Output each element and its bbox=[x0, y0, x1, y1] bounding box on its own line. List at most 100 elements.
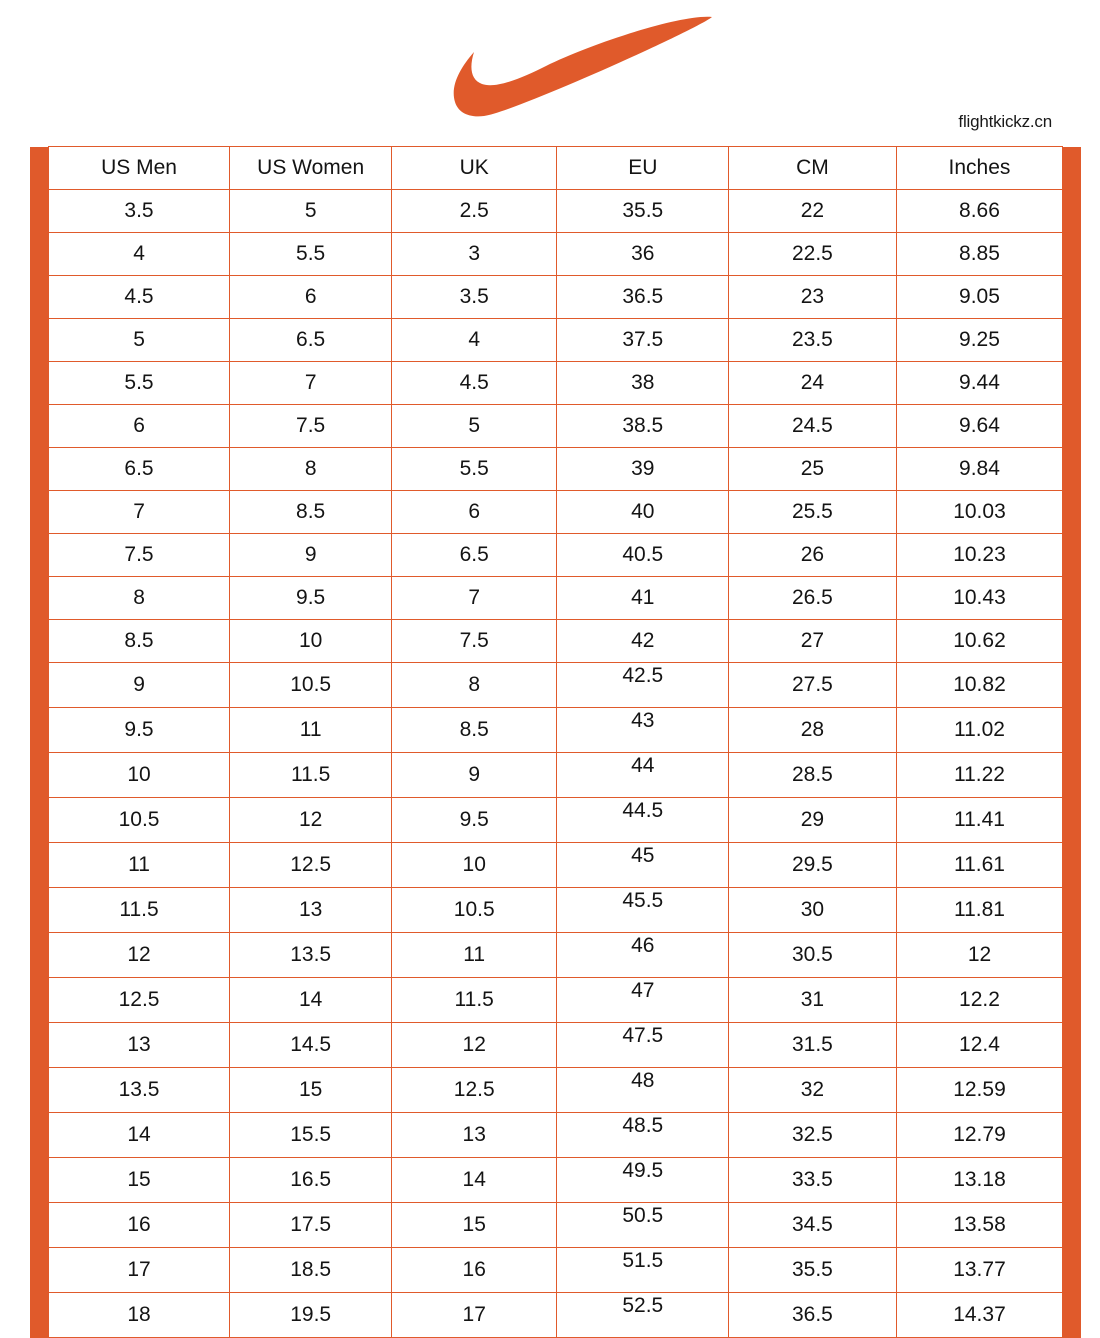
table-body: 3.5 5 2.5 35.5 22 8.66 4 5.5 3 36 22.5 8.85 4.5 6 3.5 3… bbox=[30, 189, 1081, 1338]
cell-us-men: 9 bbox=[47, 662, 231, 708]
cell-cm: 36.5 bbox=[728, 1292, 897, 1338]
cell-inches: 8.85 bbox=[895, 232, 1064, 276]
cell-us-men: 15 bbox=[47, 1157, 231, 1203]
table-row: 12.5 14 11.5 47 31 12.2 bbox=[30, 977, 1081, 1023]
cell-uk: 3.5 bbox=[390, 275, 558, 319]
cell-us-men: 5 bbox=[47, 318, 231, 362]
cell-us-women: 12.5 bbox=[229, 842, 392, 888]
cell-uk: 14 bbox=[390, 1157, 558, 1203]
table-row: 12 13.5 11 46 30.5 12 bbox=[30, 932, 1081, 978]
table-row: 15 16.5 14 49.5 33.5 13.18 bbox=[30, 1157, 1081, 1203]
cell-us-women: 10 bbox=[229, 619, 392, 663]
cell-us-women: 17.5 bbox=[229, 1202, 392, 1248]
cell-eu: 46 bbox=[556, 932, 730, 978]
cell-inches: 11.41 bbox=[895, 797, 1064, 843]
cell-eu: 41 bbox=[556, 576, 730, 620]
cell-us-men: 3.5 bbox=[47, 189, 231, 233]
cell-cm: 30.5 bbox=[728, 932, 897, 978]
cell-inches: 11.81 bbox=[895, 887, 1064, 933]
cell-cm: 27 bbox=[728, 619, 897, 663]
cell-inches: 11.22 bbox=[895, 752, 1064, 798]
cell-us-women: 11 bbox=[229, 707, 392, 753]
orange-side-bar bbox=[30, 146, 49, 190]
cell-us-women: 10.5 bbox=[229, 662, 392, 708]
cell-eu: 38.5 bbox=[556, 404, 730, 448]
cell-eu: 36.5 bbox=[556, 275, 730, 319]
cell-inches: 12 bbox=[895, 932, 1064, 978]
orange-side-bar bbox=[30, 1022, 49, 1068]
cell-uk: 7 bbox=[390, 576, 558, 620]
cell-uk: 17 bbox=[390, 1292, 558, 1338]
cell-uk: 5 bbox=[390, 404, 558, 448]
cell-us-men: 9.5 bbox=[47, 707, 231, 753]
cell-cm: 29.5 bbox=[728, 842, 897, 888]
cell-eu: 52.5 bbox=[556, 1292, 730, 1338]
cell-us-women: 7 bbox=[229, 361, 392, 405]
orange-side-bar bbox=[30, 752, 49, 798]
cell-cm: 23.5 bbox=[728, 318, 897, 362]
cell-us-men: 5.5 bbox=[47, 361, 231, 405]
table-row: 7 8.5 6 40 25.5 10.03 bbox=[30, 490, 1081, 534]
cell-us-women: 13.5 bbox=[229, 932, 392, 978]
cell-inches: 9.05 bbox=[895, 275, 1064, 319]
cell-uk: 2.5 bbox=[390, 189, 558, 233]
table-row: 13.5 15 12.5 48 32 12.59 bbox=[30, 1067, 1081, 1113]
orange-side-bar bbox=[1062, 189, 1081, 233]
cell-us-men: 13 bbox=[47, 1022, 231, 1068]
cell-us-women: 6 bbox=[229, 275, 392, 319]
cell-us-women: 15 bbox=[229, 1067, 392, 1113]
cell-eu: 51.5 bbox=[556, 1247, 730, 1293]
table-row: 10 11.5 9 44 28.5 11.22 bbox=[30, 752, 1081, 798]
orange-side-bar bbox=[1062, 361, 1081, 405]
cell-us-women: 5 bbox=[229, 189, 392, 233]
orange-side-bar bbox=[1062, 232, 1081, 276]
cell-cm: 30 bbox=[728, 887, 897, 933]
cell-eu: 45.5 bbox=[556, 887, 730, 933]
cell-us-men: 10 bbox=[47, 752, 231, 798]
cell-inches: 9.25 bbox=[895, 318, 1064, 362]
orange-side-bar bbox=[1062, 977, 1081, 1023]
header-row: US Men US Women UK EU CM Inches bbox=[30, 146, 1081, 190]
orange-side-bar bbox=[1062, 752, 1081, 798]
cell-us-men: 10.5 bbox=[47, 797, 231, 843]
cell-uk: 9 bbox=[390, 752, 558, 798]
cell-cm: 28 bbox=[728, 707, 897, 753]
nike-swoosh-icon bbox=[453, 16, 712, 117]
cell-uk: 8.5 bbox=[390, 707, 558, 753]
orange-side-bar bbox=[1062, 1022, 1081, 1068]
orange-side-bar bbox=[30, 275, 49, 319]
table-row: 8.5 10 7.5 42 27 10.62 bbox=[30, 619, 1081, 663]
cell-us-men: 12 bbox=[47, 932, 231, 978]
cell-inches: 12.79 bbox=[895, 1112, 1064, 1158]
cell-eu: 40.5 bbox=[556, 533, 730, 577]
table-row: 4.5 6 3.5 36.5 23 9.05 bbox=[30, 275, 1081, 319]
cell-uk: 8 bbox=[390, 662, 558, 708]
cell-cm: 22 bbox=[728, 189, 897, 233]
cell-us-men: 7 bbox=[47, 490, 231, 534]
orange-side-bar bbox=[30, 490, 49, 534]
cell-uk: 5.5 bbox=[390, 447, 558, 491]
cell-inches: 13.77 bbox=[895, 1247, 1064, 1293]
cell-us-men: 11 bbox=[47, 842, 231, 888]
cell-us-men: 16 bbox=[47, 1202, 231, 1248]
orange-side-bar bbox=[1062, 490, 1081, 534]
cell-us-men: 6.5 bbox=[47, 447, 231, 491]
orange-side-bar bbox=[1062, 146, 1081, 190]
cell-us-men: 11.5 bbox=[47, 887, 231, 933]
cell-inches: 9.44 bbox=[895, 361, 1064, 405]
cell-us-men: 12.5 bbox=[47, 977, 231, 1023]
orange-side-bar bbox=[1062, 1112, 1081, 1158]
cell-cm: 24.5 bbox=[728, 404, 897, 448]
cell-us-women: 11.5 bbox=[229, 752, 392, 798]
cell-us-women: 16.5 bbox=[229, 1157, 392, 1203]
cell-us-men: 18 bbox=[47, 1292, 231, 1338]
orange-side-bar bbox=[1062, 1157, 1081, 1203]
cell-inches: 11.02 bbox=[895, 707, 1064, 753]
cell-us-women: 9 bbox=[229, 533, 392, 577]
orange-side-bar bbox=[1062, 887, 1081, 933]
table-row: 10.5 12 9.5 44.5 29 11.41 bbox=[30, 797, 1081, 843]
table-row: 5 6.5 4 37.5 23.5 9.25 bbox=[30, 318, 1081, 362]
cell-uk: 10.5 bbox=[390, 887, 558, 933]
table-row: 8 9.5 7 41 26.5 10.43 bbox=[30, 576, 1081, 620]
table-row: 3.5 5 2.5 35.5 22 8.66 bbox=[30, 189, 1081, 233]
